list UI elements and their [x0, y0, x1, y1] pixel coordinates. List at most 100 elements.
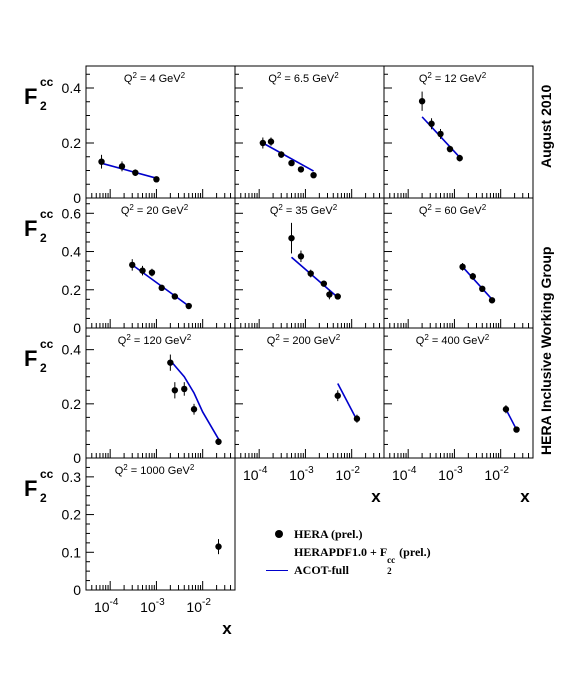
data-point — [446, 145, 454, 153]
panel-frame — [85, 457, 236, 591]
theory-curve — [505, 408, 518, 430]
side-label-date: August 2010 — [538, 84, 554, 168]
panel-9: Q2 = 400 GeV2 — [383, 327, 534, 459]
data-point — [171, 387, 179, 394]
x-tick-label: 10-2 — [335, 465, 360, 483]
panel-frame — [85, 65, 236, 199]
data-point — [118, 163, 126, 170]
panel-2: Q2 = 6.5 GeV2 — [234, 65, 385, 199]
y-axis-label: F — [24, 216, 37, 241]
data-point — [148, 269, 156, 276]
theory-curve — [99, 162, 157, 179]
theory-curve — [169, 359, 220, 440]
data-point — [456, 154, 463, 162]
data-point — [307, 270, 314, 277]
data-point — [190, 406, 198, 413]
panel-frame — [383, 197, 534, 329]
x-tick-label: 10-3 — [438, 465, 463, 483]
y-axis-label-sup: cc — [40, 75, 54, 89]
q2-label: Q2 = 12 GeV2 — [419, 71, 487, 85]
panel-4: 0 0.2 0.4 0.6 Q2 = 20 GeV2 — [62, 197, 236, 336]
theory-line-icon — [266, 570, 288, 571]
data-point — [153, 176, 160, 183]
data-point — [310, 171, 317, 179]
y-tick-label: 0.4 — [62, 80, 82, 96]
data-point — [418, 98, 426, 105]
y-tick-label: 0 — [73, 190, 81, 206]
x-axis-label: x — [222, 619, 232, 638]
y-axis-label-sub: 2 — [40, 491, 47, 505]
data-point — [288, 234, 295, 242]
y-axis-label-sup: cc — [40, 207, 54, 221]
q2-label: Q2 = 60 GeV2 — [419, 203, 487, 217]
data-point — [215, 438, 222, 445]
x-tick-label: 10-3 — [140, 597, 165, 615]
data-point — [278, 151, 285, 158]
data-point — [185, 302, 192, 310]
y-axis-label: F — [24, 476, 37, 501]
y-axis-label-sup: cc — [40, 337, 54, 351]
data-point — [139, 267, 146, 274]
y-tick-label: 0.3 — [62, 469, 82, 485]
q2-label: Q2 = 20 GeV2 — [121, 203, 189, 217]
y-tick-label: 0.2 — [62, 396, 82, 412]
data-point — [158, 284, 165, 292]
q2-label: Q2 = 120 GeV2 — [118, 333, 192, 347]
legend-data-label: HERA (prel.) — [294, 527, 363, 541]
legend-entry-data: HERA (prel.) — [272, 526, 431, 542]
x-tick-label: 10-4 — [392, 465, 417, 483]
data-point — [469, 273, 477, 280]
theory-curve — [262, 142, 314, 172]
data-point — [326, 291, 333, 298]
data-point — [98, 158, 105, 165]
theory-curve — [461, 266, 493, 300]
panel-5: Q2 = 35 GeV2 — [234, 197, 385, 329]
y-tick-label: 0.2 — [62, 282, 82, 298]
legend-pdf-sup: cc — [387, 555, 396, 565]
x-tick-label: 10-2 — [484, 465, 509, 483]
y-tick-label: 0.2 — [62, 135, 82, 151]
data-point — [334, 392, 341, 399]
y-axis-label-sub: 2 — [40, 99, 47, 113]
y-axis-label-sub: 2 — [40, 231, 47, 245]
data-point — [437, 130, 444, 138]
data-point — [215, 543, 222, 550]
y-tick-label: 0.2 — [62, 507, 82, 523]
x-axis-label: x — [371, 487, 381, 506]
panel-frame — [383, 65, 534, 199]
data-point — [513, 426, 520, 433]
panel-3: Q2 = 12 GeV2 — [383, 65, 534, 199]
panel-frame — [234, 197, 385, 329]
panel-6: Q2 = 60 GeV2 — [383, 197, 534, 329]
y-tick-label: 0.1 — [62, 544, 82, 560]
legend-pdf-tail: (prel.) — [399, 545, 431, 559]
y-tick-label: 0.4 — [62, 244, 82, 260]
panel-frame — [85, 197, 236, 329]
y-tick-label: 0.4 — [62, 342, 82, 358]
y-axis-label-sup: cc — [40, 467, 54, 481]
x-tick-label: 10-2 — [186, 597, 211, 615]
data-point — [353, 415, 361, 422]
data-point — [129, 261, 136, 269]
data-point — [288, 159, 295, 167]
y-tick-label: 0 — [73, 320, 81, 336]
q2-label: Q2 = 6.5 GeV2 — [268, 71, 339, 85]
data-marker-icon — [275, 530, 283, 538]
q2-label: Q2 = 200 GeV2 — [267, 333, 341, 347]
legend-pdf-label: HERAPDF1.0 + F — [294, 545, 388, 559]
theory-curve — [337, 383, 358, 421]
q2-label: Q2 = 1000 GeV2 — [115, 463, 195, 477]
panel-10: 0 0.1 0.2 0.3 Q2 = 1000 GeV2 — [62, 457, 236, 598]
panel-1: 0 0.2 0.4 Q2 = 4 GeV2 — [62, 65, 236, 206]
data-point — [167, 359, 174, 366]
data-point — [320, 280, 328, 287]
data-point — [181, 385, 188, 393]
y-axis-label: F — [24, 84, 37, 109]
data-point — [132, 169, 139, 176]
data-point — [267, 138, 275, 145]
y-axis-label: F — [24, 346, 37, 371]
data-point — [259, 139, 267, 147]
